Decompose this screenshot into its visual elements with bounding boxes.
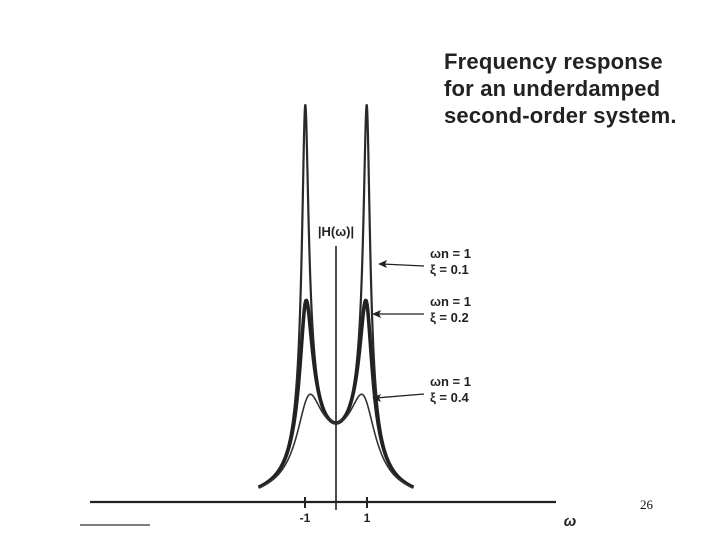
leader-arrowhead-2 <box>372 310 381 318</box>
caption-line-3: second-order system. <box>444 103 677 128</box>
axes: |H(ω)| ω -1 1 <box>80 224 577 530</box>
leader-line-1 <box>381 263 425 267</box>
leader-arrowhead-1 <box>378 260 387 268</box>
x-tick-label-1: 1 <box>364 511 371 525</box>
page-number: 26 <box>640 497 653 512</box>
curves <box>256 103 416 489</box>
leader-arrowhead-3 <box>372 394 381 402</box>
annotation-wn-2: ωn = 1 <box>430 294 471 309</box>
annotation-xi-3: ξ = 0.4 <box>430 390 469 405</box>
annotation-wn-3: ωn = 1 <box>430 374 471 389</box>
annotation-xi-2: ξ = 0.2 <box>430 310 469 325</box>
annotation-wn-1: ωn = 1 <box>430 246 471 261</box>
x-tick-label-0: -1 <box>300 511 311 525</box>
annotations: ωn = 1ξ = 0.1ωn = 1ξ = 0.2ωn = 1ξ = 0.4 <box>372 246 471 405</box>
y-axis-label: |H(ω)| <box>318 224 354 239</box>
x-axis-label: ω <box>564 513 577 530</box>
response-curve-3 <box>257 393 415 489</box>
caption-line-1: Frequency response <box>444 49 663 74</box>
slide-caption: Frequency response for an underdamped se… <box>444 48 714 129</box>
caption-line-2: for an underdamped <box>444 76 661 101</box>
annotation-xi-1: ξ = 0.1 <box>430 262 469 277</box>
leader-line-3 <box>375 393 425 399</box>
